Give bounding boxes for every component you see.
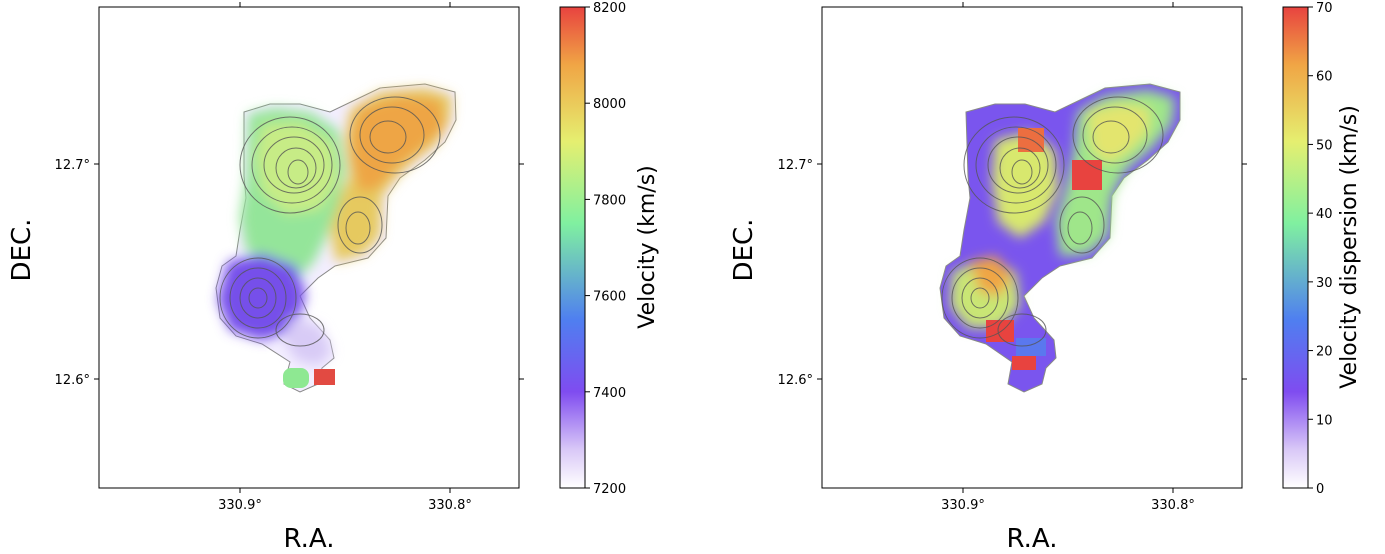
colorbar-gradient (1282, 6, 1309, 489)
velocity-colorbar: 7200 7400 7600 7800 8000 8200 Velocity (km/s) (559, 1, 660, 497)
colorbar-tick-label: 7200 (593, 482, 626, 497)
y-axis-title: DEC. (729, 219, 759, 282)
x-tick-label: 330.9° (941, 498, 985, 513)
y-tick-label: 12.7° (55, 158, 90, 173)
velocity-map (215, 83, 457, 393)
colorbar-tick-label: 30 (1316, 276, 1333, 291)
colorbar-title: Velocity (km/s) (635, 165, 660, 329)
colorbar-tick-label: 7800 (593, 193, 626, 208)
x-tick-label: 330.8° (428, 498, 472, 513)
colorbar-tick-label: 40 (1316, 207, 1333, 222)
colorbar-tick-label: 7400 (593, 386, 626, 401)
x-tick-label: 330.8° (1151, 498, 1195, 513)
north-west-core (256, 122, 338, 214)
colorbar-title: Velocity dispersion (km/s) (1337, 105, 1362, 389)
y-tick-label: 12.6° (55, 373, 90, 388)
colorbar-tick-label: 0 (1316, 482, 1324, 497)
tail-green-patch (283, 368, 309, 388)
x-axis-title: R.A. (1007, 524, 1058, 554)
y-tick-label: 12.7° (778, 158, 813, 173)
low-dispersion-patch (1016, 338, 1046, 356)
colorbar-tick-label: 50 (1316, 138, 1333, 153)
velocity-panel: 330.9° 330.8° 12.7° 12.6° R.A. DEC. 7200… (7, 1, 660, 554)
y-axis-title: DEC. (7, 219, 37, 282)
colorbar-gradient (559, 6, 586, 489)
tail-region (284, 318, 332, 366)
dispersion-colorbar: 0 10 20 30 40 50 60 70 Velocity dispersion (km/… (1282, 1, 1362, 497)
axis-ticks (817, 2, 1247, 493)
axis-ticks (94, 2, 524, 493)
north-east-core (352, 96, 444, 192)
colorbar-tick-label: 8000 (593, 97, 626, 112)
tail-red-patch (314, 369, 335, 385)
colorbar-tick-label: 70 (1316, 1, 1333, 16)
colorbar-ticks: 7200 7400 7600 7800 8000 8200 (585, 1, 626, 497)
x-tick-label: 330.9° (218, 498, 262, 513)
contour-lines (219, 96, 441, 347)
north-east-core (1088, 104, 1150, 164)
y-tick-label: 12.6° (778, 373, 813, 388)
colorbar-tick-label: 20 (1316, 345, 1333, 360)
high-dispersion-patch (1072, 160, 1102, 190)
colorbar-tick-label: 10 (1316, 413, 1333, 428)
north-west-inner (992, 132, 1058, 238)
colorbar-tick-label: 60 (1316, 70, 1333, 85)
colorbar-tick-label: 7600 (593, 290, 626, 305)
high-dispersion-patch (1012, 356, 1036, 370)
south-west-core (970, 256, 1012, 296)
dispersion-map (939, 83, 1181, 393)
dispersion-panel: 330.9° 330.8° 12.7° 12.6° R.A. DEC. 0 10 2… (729, 1, 1362, 554)
colorbar-ticks: 0 10 20 30 40 50 60 70 (1308, 1, 1333, 497)
x-axis-title: R.A. (284, 524, 335, 554)
contour-lines (941, 96, 1164, 347)
colorbar-tick-label: 8200 (593, 1, 626, 16)
